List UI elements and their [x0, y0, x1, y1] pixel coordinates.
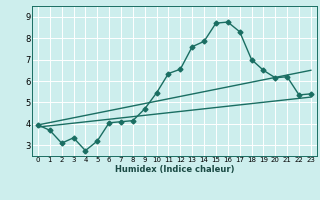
X-axis label: Humidex (Indice chaleur): Humidex (Indice chaleur) — [115, 165, 234, 174]
